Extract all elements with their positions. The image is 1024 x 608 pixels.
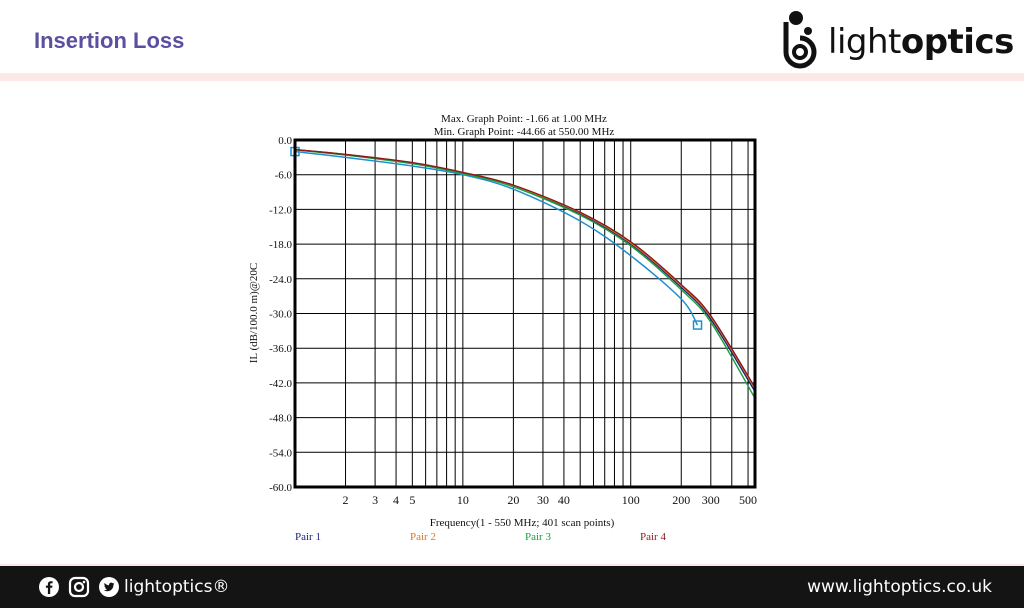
y-tick-label: -6.0 <box>275 170 293 182</box>
x-tick-label: 5 <box>409 493 415 507</box>
x-tick-label: 200 <box>672 493 690 507</box>
series-line-pair-3 <box>294 149 756 399</box>
instagram-icon[interactable] <box>68 576 90 598</box>
limit-line <box>294 150 699 326</box>
plot-frame <box>293 138 757 489</box>
y-axis-label: IL (dB/100.0 m)@20C <box>248 263 260 363</box>
y-tick-label: -60.0 <box>269 482 292 494</box>
x-axis-label: Frequency(1 - 550 MHz; 401 scan points) <box>430 517 615 529</box>
y-tick-label: -42.0 <box>269 378 292 390</box>
x-tick-label: 100 <box>622 493 640 507</box>
x-tick-label: 500 <box>739 493 757 507</box>
y-tick-label: -24.0 <box>269 274 292 286</box>
y-tick-label: -30.0 <box>269 309 292 321</box>
header-divider <box>0 73 1024 81</box>
min-point-text: Min. Graph Point: -44.66 at 550.00 MHz <box>434 126 615 138</box>
y-tick-label: 0.0 <box>278 135 292 147</box>
x-tick-label: 4 <box>393 493 399 507</box>
twitter-icon[interactable] <box>98 576 120 598</box>
y-tick-label: -12.0 <box>269 204 292 216</box>
social-links <box>38 576 120 598</box>
footer-divider <box>0 564 1024 566</box>
x-tick-label: 30 <box>537 493 549 507</box>
logo-mark-icon <box>783 11 817 69</box>
y-tick-label: -36.0 <box>269 343 292 355</box>
footer-bar: lightoptics® www.lightoptics.co.uk <box>0 566 1024 608</box>
y-tick-label: -18.0 <box>269 239 292 251</box>
legend-item-pair-4: Pair 4 <box>640 531 666 543</box>
legend-item-pair-3: Pair 3 <box>525 531 551 543</box>
y-tick-label: -48.0 <box>269 413 292 425</box>
max-point-text: Max. Graph Point: -1.66 at 1.00 MHz <box>441 113 607 125</box>
insertion-loss-chart: Max. Graph Point: -1.66 at 1.00 MHz Min.… <box>240 105 780 555</box>
legend-item-pair-2: Pair 2 <box>410 531 436 543</box>
limit-marker-end <box>692 320 703 330</box>
y-tick-label: -54.0 <box>269 447 292 459</box>
facebook-icon[interactable] <box>38 576 60 598</box>
logo-text: lightoptics <box>828 22 1014 62</box>
series-line-pair-4 <box>294 148 756 388</box>
x-tick-label: 20 <box>507 493 519 507</box>
x-tick-label: 10 <box>457 493 469 507</box>
legend-item-pair-1: Pair 1 <box>295 531 321 543</box>
x-tick-label: 40 <box>558 493 570 507</box>
x-tick-label: 2 <box>343 493 349 507</box>
chart-svg: Max. Graph Point: -1.66 at 1.00 MHz Min.… <box>248 113 757 543</box>
brand-logo: lightoptics <box>780 8 1014 70</box>
footer-website-link[interactable]: www.lightoptics.co.uk <box>807 577 992 597</box>
footer-brand[interactable]: lightoptics® <box>124 577 230 597</box>
x-tick-label: 300 <box>702 493 720 507</box>
x-tick-label: 3 <box>372 493 378 507</box>
page-title: Insertion Loss <box>34 28 185 53</box>
